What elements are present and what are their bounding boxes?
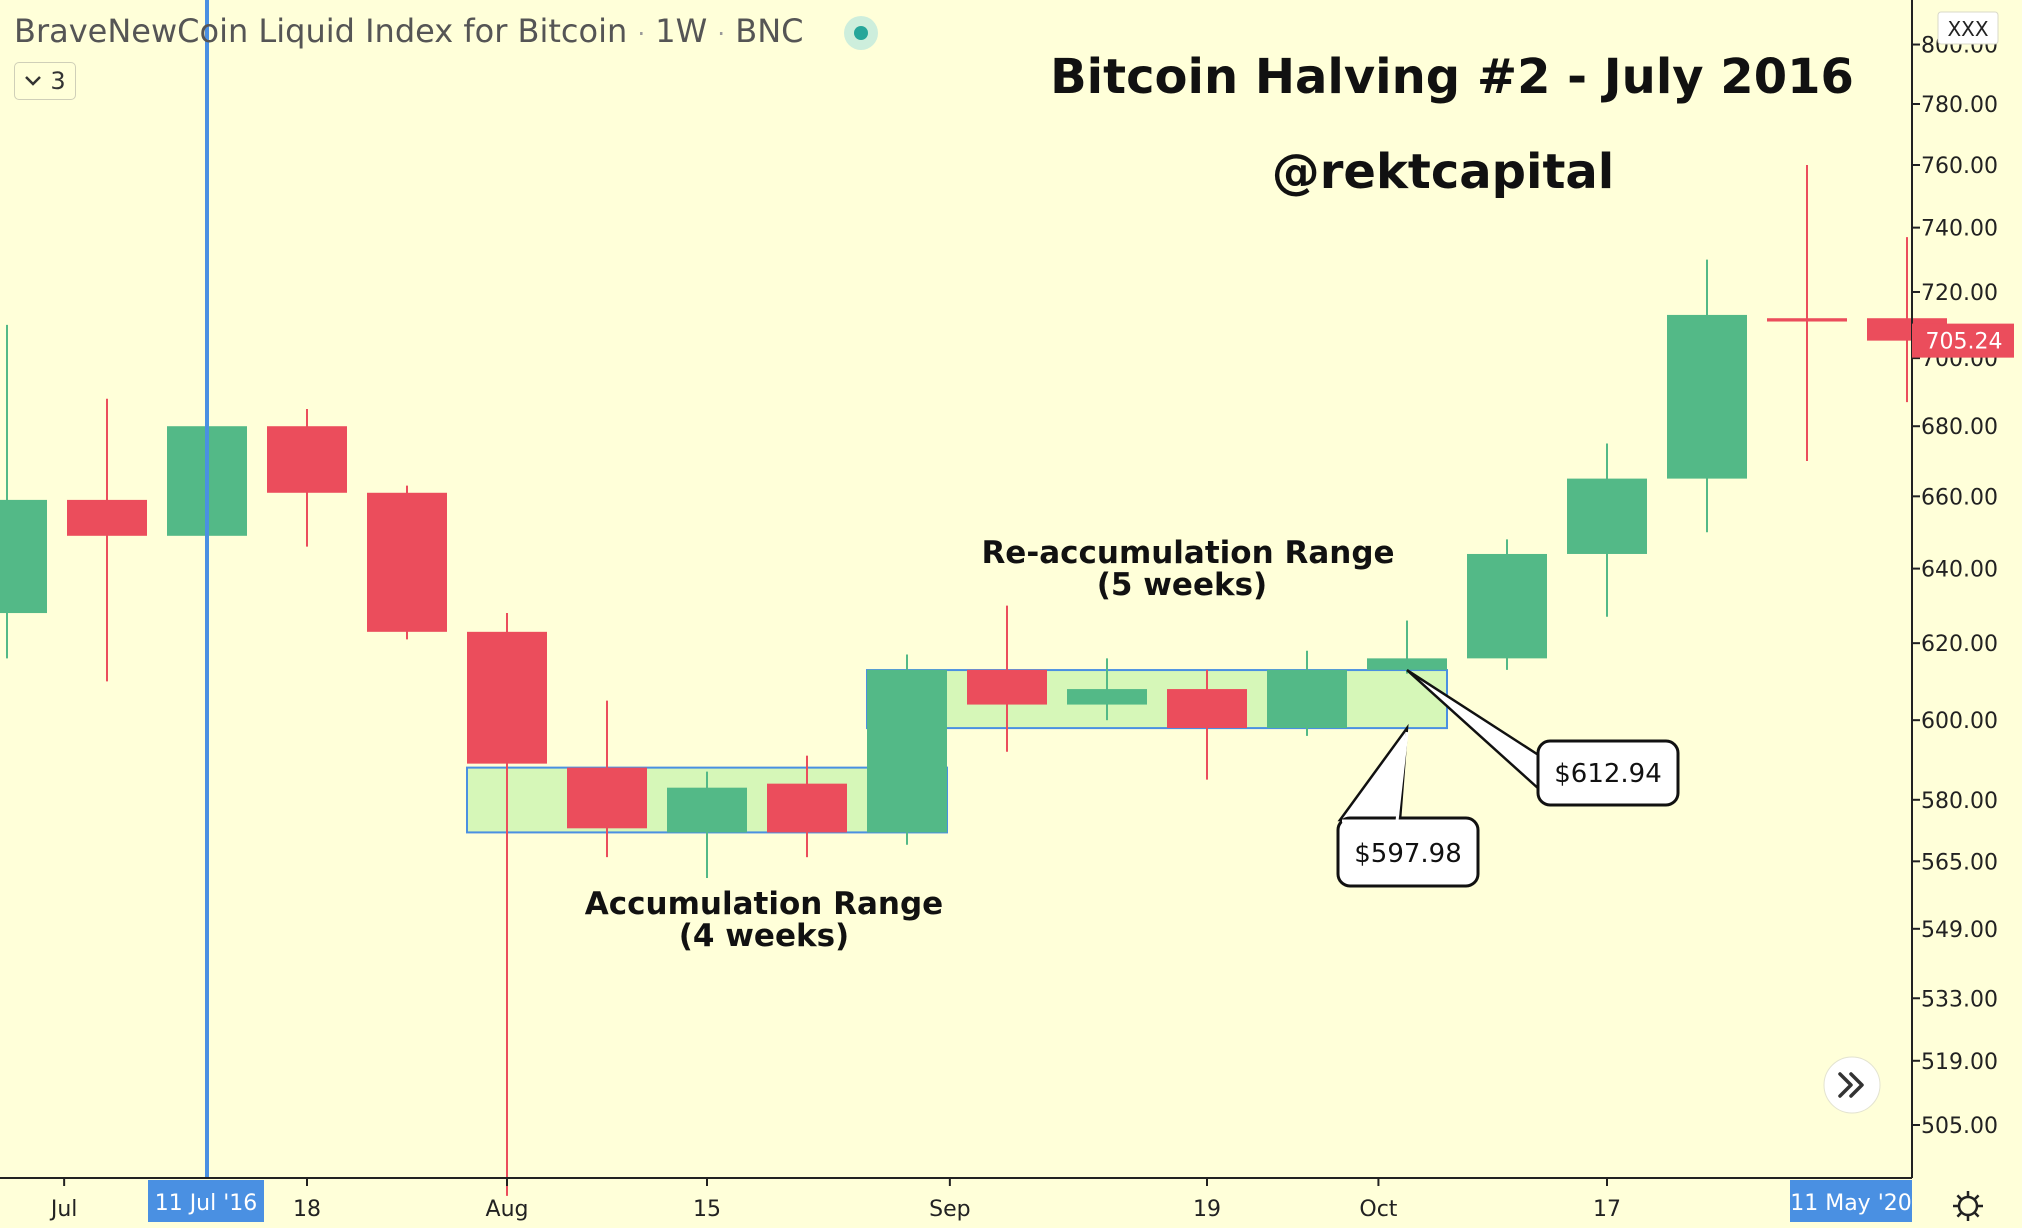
candle-body-down[interactable] (267, 426, 347, 493)
currency-badge-label: XXX (1947, 17, 1988, 41)
price-axis-label: 660.00 (1921, 485, 1998, 510)
candle-body-up[interactable] (0, 499, 47, 614)
price-axis-label: 600.00 (1921, 709, 1998, 734)
separator: · (637, 20, 646, 48)
time-axis-label: 17 (1593, 1197, 1621, 1222)
market-status-dot-icon (843, 16, 878, 50)
gear-icon[interactable] (1953, 1191, 1983, 1221)
candle-body-up[interactable] (1667, 314, 1747, 479)
candle-body-down[interactable] (567, 767, 647, 829)
double-chevron-right-icon (1838, 1072, 1864, 1098)
last-bar-time-label: 11 May '20 (1790, 1191, 1912, 1216)
scroll-to-realtime-button[interactable] (1823, 1056, 1881, 1114)
candle-body-down[interactable] (767, 783, 847, 833)
last-price-label: 705.24 (1926, 330, 2003, 355)
price-axis-label: 580.00 (1921, 789, 1998, 814)
candle-body-down[interactable] (467, 631, 547, 764)
currency-badge[interactable] (1937, 11, 1999, 45)
candle-body-down[interactable] (967, 669, 1047, 705)
chart-handle: @rektcapital (1272, 144, 1615, 200)
crosshair-time-badge (148, 1180, 264, 1222)
callout-joint (1342, 731, 1409, 823)
candle-body-down[interactable] (67, 499, 147, 536)
time-axis-label: 15 (693, 1197, 721, 1222)
reaccumulation-label-line2: (5 weeks) (1097, 567, 1267, 603)
time-axis-label: 19 (1193, 1197, 1221, 1222)
candle-body-up[interactable] (1467, 553, 1547, 659)
reaccumulation-label-line1: Re-accumulation Range (981, 535, 1394, 571)
exchange-label: BNC (735, 12, 804, 50)
chart-title: Bitcoin Halving #2 - July 2016 (1050, 49, 1854, 105)
time-axis-label: 18 (293, 1197, 321, 1222)
price-axis-label: 565.00 (1921, 850, 1998, 875)
candle-body-up[interactable] (867, 669, 947, 833)
price-axis-label: 533.00 (1921, 987, 1998, 1012)
candle-body-up[interactable] (1067, 689, 1147, 705)
indicators-collapse-button[interactable]: 3 (14, 62, 76, 100)
candle-body-up[interactable] (667, 787, 747, 833)
price-axis-label: 760.00 (1921, 154, 1998, 179)
price-axis-label: 549.00 (1921, 918, 1998, 943)
price-callout-low[interactable] (1336, 816, 1480, 888)
candle-body-down[interactable] (1167, 689, 1247, 729)
callout-pointer (1337, 723, 1409, 822)
symbol-name[interactable]: BraveNewCoin Liquid Index for Bitcoin (14, 12, 628, 50)
interval-label[interactable]: 1W (655, 12, 708, 50)
candle-body-down[interactable] (367, 492, 447, 632)
last-price-badge (1912, 323, 2014, 358)
crosshair-time-label: 11 Jul '16 (155, 1191, 258, 1216)
reaccumulation-range-box[interactable] (866, 669, 1448, 730)
price-axis-label: 505.00 (1921, 1114, 1998, 1139)
separator: · (717, 20, 726, 48)
price-callout-high[interactable] (1536, 739, 1680, 807)
callout-pointer (1406, 669, 1542, 793)
accumulation-label-line2: (4 weeks) (679, 918, 849, 954)
price-callout-high-label: $612.94 (1554, 759, 1662, 789)
price-axis-label: 720.00 (1921, 281, 1998, 306)
candle-body-down[interactable] (1767, 318, 1847, 322)
candle-body-up[interactable] (1367, 658, 1447, 670)
chevron-down-icon (25, 76, 42, 86)
price-callout-low-label: $597.98 (1354, 839, 1462, 869)
time-axis-label: Sep (929, 1197, 970, 1222)
accumulation-label-line1: Accumulation Range (585, 886, 943, 922)
time-axis-label: Oct (1359, 1197, 1397, 1222)
price-axis-label: 640.00 (1921, 558, 1998, 583)
symbol-header[interactable]: BraveNewCoin Liquid Index for Bitcoin · … (14, 12, 878, 50)
price-axis-label: 620.00 (1921, 632, 1998, 657)
candle-body-up[interactable] (1267, 669, 1347, 729)
price-axis-label: 780.00 (1921, 93, 1998, 118)
candle-body-up[interactable] (1567, 478, 1647, 554)
last-bar-time-badge (1790, 1180, 1912, 1222)
time-axis-label: Jul (49, 1197, 78, 1222)
price-axis-label: 680.00 (1921, 415, 1998, 440)
indicator-count: 3 (50, 67, 66, 95)
time-axis-label: Aug (486, 1197, 529, 1222)
price-axis-label: 740.00 (1921, 217, 1998, 242)
price-axis-label: 519.00 (1921, 1050, 1998, 1075)
